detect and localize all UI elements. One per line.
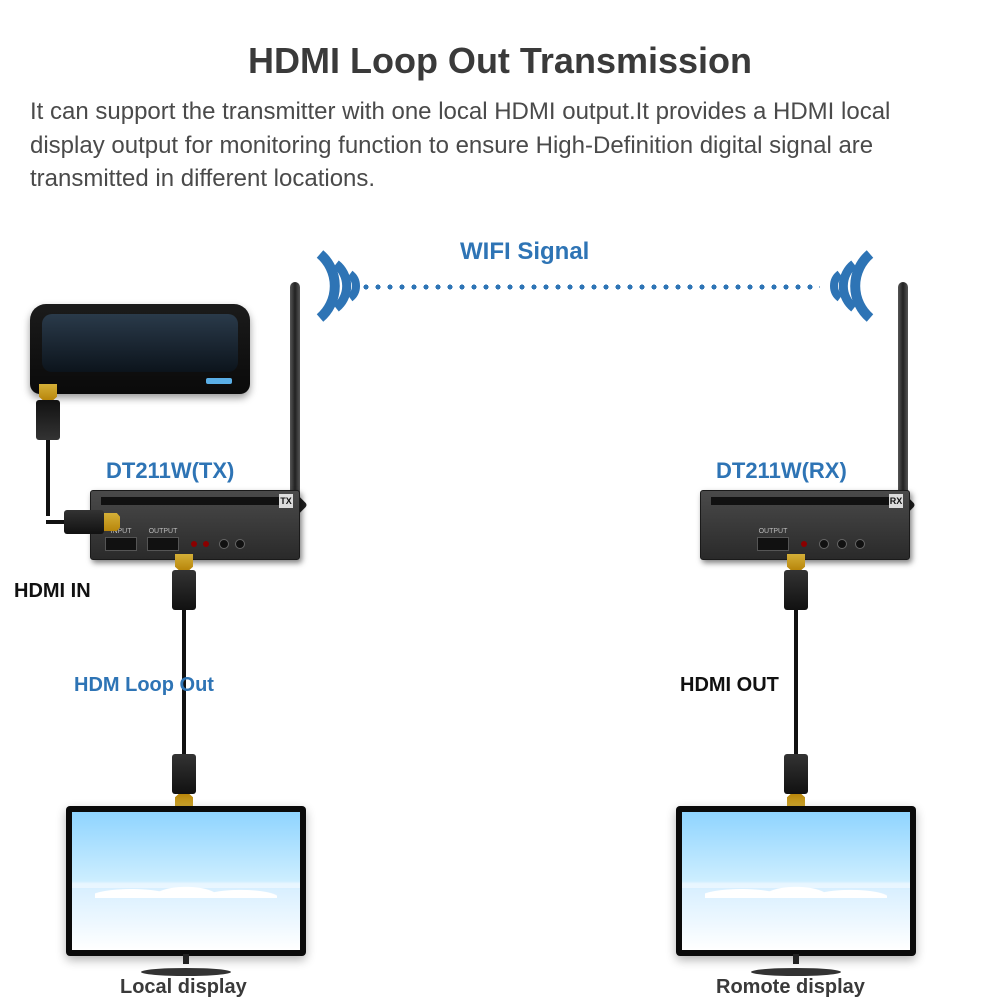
remote-display-label: Romote display [716, 976, 865, 999]
hdmi-out-label: HDMI OUT [680, 674, 779, 697]
rx-antenna [898, 282, 908, 500]
rx-hdmi-output-port [757, 537, 789, 551]
tx-output-port-label: OUTPUT [146, 528, 180, 535]
wifi-dotted-line [360, 284, 820, 290]
remote-display-tv [676, 806, 916, 956]
rx-dc-jack [855, 539, 865, 549]
tx-device-label: DT211W(TX) [106, 458, 234, 484]
local-tv-stand [141, 956, 231, 976]
tx-hdmi-output-port [147, 537, 179, 551]
hdmi-out-plug-tv [784, 754, 808, 794]
tx-status-led [191, 541, 197, 547]
loop-out-plug-tv [172, 754, 196, 794]
page-title: HDMI Loop Out Transmission [0, 40, 1000, 82]
hdmi-in-cable-vertical [46, 440, 50, 516]
local-display-tv [66, 806, 306, 956]
tx-power-led [203, 541, 209, 547]
tx-dc-jack [235, 539, 245, 549]
source-player-device [30, 304, 250, 394]
rx-ir-out-jack [837, 539, 847, 549]
rx-top-strip [711, 497, 899, 505]
tx-ir-jack [219, 539, 229, 549]
hdmi-loop-out-label: HDM Loop Out [74, 674, 214, 697]
rx-output-port-label: OUTPUT [756, 528, 790, 535]
hdmi-out-plug-rx [784, 570, 808, 610]
loop-out-plug-tx [172, 570, 196, 610]
wifi-arc-right-icon [820, 250, 880, 322]
rx-device-box: RX OUTPUT [700, 490, 910, 560]
tx-antenna [290, 282, 300, 500]
tx-device-box: TX INPUT OUTPUT [90, 490, 300, 560]
wifi-arc-left-icon [310, 250, 370, 322]
hdmi-in-label: HDMI IN [14, 580, 91, 603]
rx-ir-in-jack [819, 539, 829, 549]
hdmi-out-cable [794, 610, 798, 758]
rx-device-label: DT211W(RX) [716, 458, 847, 484]
rx-badge: RX [889, 494, 903, 508]
tx-top-strip [101, 497, 289, 505]
tx-badge: TX [279, 494, 293, 508]
hdmi-in-plug-source [36, 400, 60, 440]
wifi-signal-label: WIFI Signal [460, 238, 589, 266]
rx-power-led [801, 541, 807, 547]
tx-hdmi-input-port [105, 537, 137, 551]
description-text: It can support the transmitter with one … [30, 95, 970, 196]
remote-tv-screen [682, 812, 910, 950]
local-tv-screen [72, 812, 300, 950]
hdmi-in-plug-tx [64, 510, 104, 534]
remote-tv-stand [751, 956, 841, 976]
local-display-label: Local display [120, 976, 247, 999]
